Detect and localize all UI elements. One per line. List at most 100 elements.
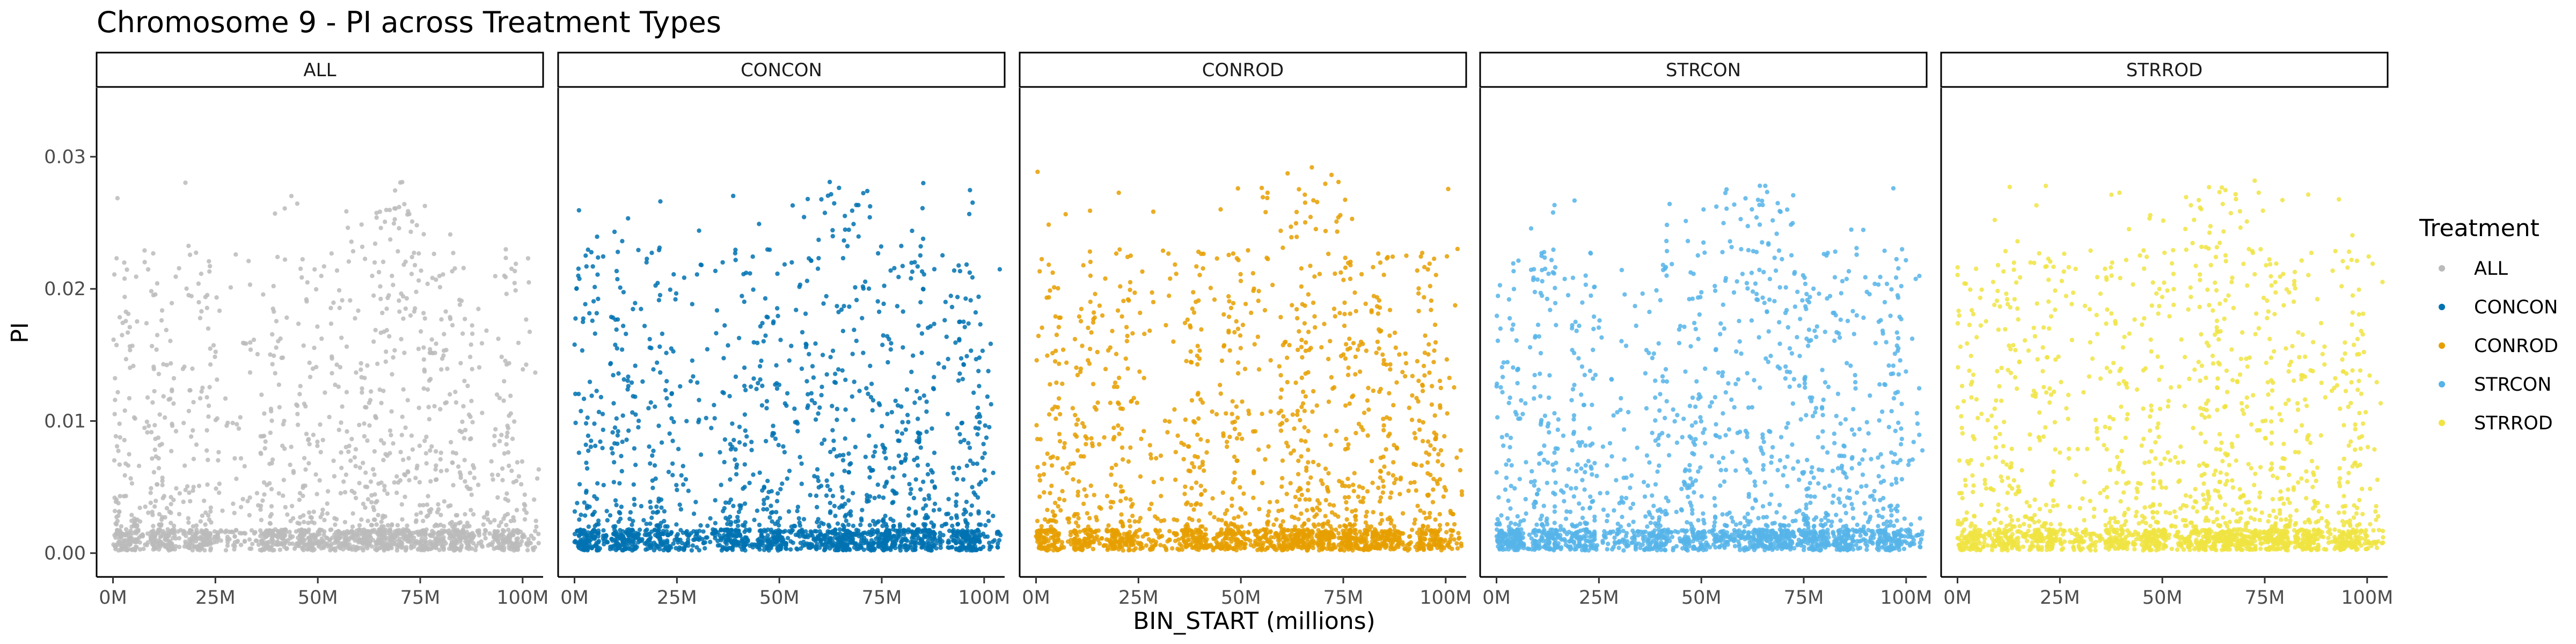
data-point <box>369 523 374 528</box>
data-point <box>796 516 801 521</box>
data-point <box>625 387 630 392</box>
data-point <box>612 425 618 430</box>
data-point <box>258 533 263 539</box>
data-point <box>896 453 902 458</box>
data-point <box>234 528 239 533</box>
data-point <box>527 330 532 334</box>
data-point <box>357 465 362 470</box>
data-point <box>1379 511 1384 517</box>
data-point <box>598 439 603 444</box>
data-point <box>536 531 541 537</box>
data-point <box>393 188 398 193</box>
x-tick-label: 75M <box>400 587 441 609</box>
data-point <box>396 538 401 543</box>
data-point <box>379 519 384 524</box>
data-point <box>315 440 320 444</box>
data-point <box>851 222 856 226</box>
data-point <box>713 268 718 273</box>
data-point <box>831 447 837 452</box>
data-point <box>375 541 379 546</box>
data-point <box>905 413 910 418</box>
data-point <box>370 467 376 472</box>
data-point <box>616 429 620 434</box>
data-point <box>463 428 468 433</box>
data-point <box>114 515 119 519</box>
data-point <box>144 321 149 326</box>
data-point <box>610 451 615 456</box>
data-point <box>591 299 596 304</box>
data-point <box>489 459 494 464</box>
data-point <box>1302 200 1308 205</box>
data-point <box>608 362 613 367</box>
data-point <box>512 281 517 286</box>
data-point <box>690 358 695 363</box>
data-point <box>206 513 211 518</box>
data-point <box>572 509 577 514</box>
data-point <box>875 482 881 487</box>
data-point <box>598 394 604 400</box>
data-point <box>365 518 370 523</box>
data-point <box>387 528 392 533</box>
data-point <box>421 518 426 523</box>
data-point <box>1048 382 1052 387</box>
data-point <box>330 541 334 546</box>
data-point <box>157 522 162 527</box>
data-point <box>861 541 866 546</box>
data-point <box>872 449 877 455</box>
data-point <box>864 386 869 391</box>
data-point <box>652 463 657 468</box>
data-point <box>955 531 960 536</box>
data-point <box>1391 473 1395 478</box>
data-point <box>897 524 903 529</box>
data-point <box>216 458 221 463</box>
data-point <box>285 512 290 517</box>
data-point <box>815 519 819 525</box>
data-point <box>421 345 426 350</box>
data-point <box>816 411 821 416</box>
data-point <box>1422 373 1427 378</box>
data-point <box>508 411 513 416</box>
data-point <box>872 495 877 501</box>
data-point <box>819 393 824 398</box>
data-point <box>843 377 848 382</box>
x-tick-label: 50M <box>298 587 338 609</box>
data-point <box>282 419 287 423</box>
data-point <box>744 434 749 439</box>
data-point <box>342 490 348 495</box>
data-point <box>983 523 988 528</box>
data-point <box>671 420 676 425</box>
data-point <box>400 517 405 522</box>
data-point <box>1229 536 1234 541</box>
data-point <box>453 513 459 518</box>
data-point <box>587 311 592 316</box>
data-point <box>986 369 991 374</box>
data-point <box>409 272 414 276</box>
data-point <box>592 534 597 539</box>
data-point <box>1403 361 1409 365</box>
data-point <box>627 538 632 544</box>
data-point <box>223 548 229 553</box>
data-point <box>358 361 363 366</box>
data-point <box>434 477 439 482</box>
data-point <box>155 333 160 338</box>
data-point <box>428 541 433 546</box>
data-point <box>1290 303 1294 308</box>
facet-strip-label: ALL <box>303 60 336 81</box>
data-point <box>977 412 982 416</box>
data-point <box>322 517 327 523</box>
data-point <box>909 487 913 492</box>
data-point <box>920 236 926 241</box>
data-point <box>866 286 872 291</box>
data-point <box>390 273 394 279</box>
data-point <box>491 533 496 538</box>
data-point <box>177 545 182 550</box>
data-point <box>282 206 287 211</box>
data-point <box>1259 186 1264 191</box>
data-point <box>119 524 124 529</box>
data-point <box>1095 400 1100 405</box>
data-point <box>282 257 288 262</box>
data-point <box>860 284 866 289</box>
data-point <box>508 393 513 398</box>
data-point <box>1249 310 1254 316</box>
data-point <box>503 358 508 363</box>
